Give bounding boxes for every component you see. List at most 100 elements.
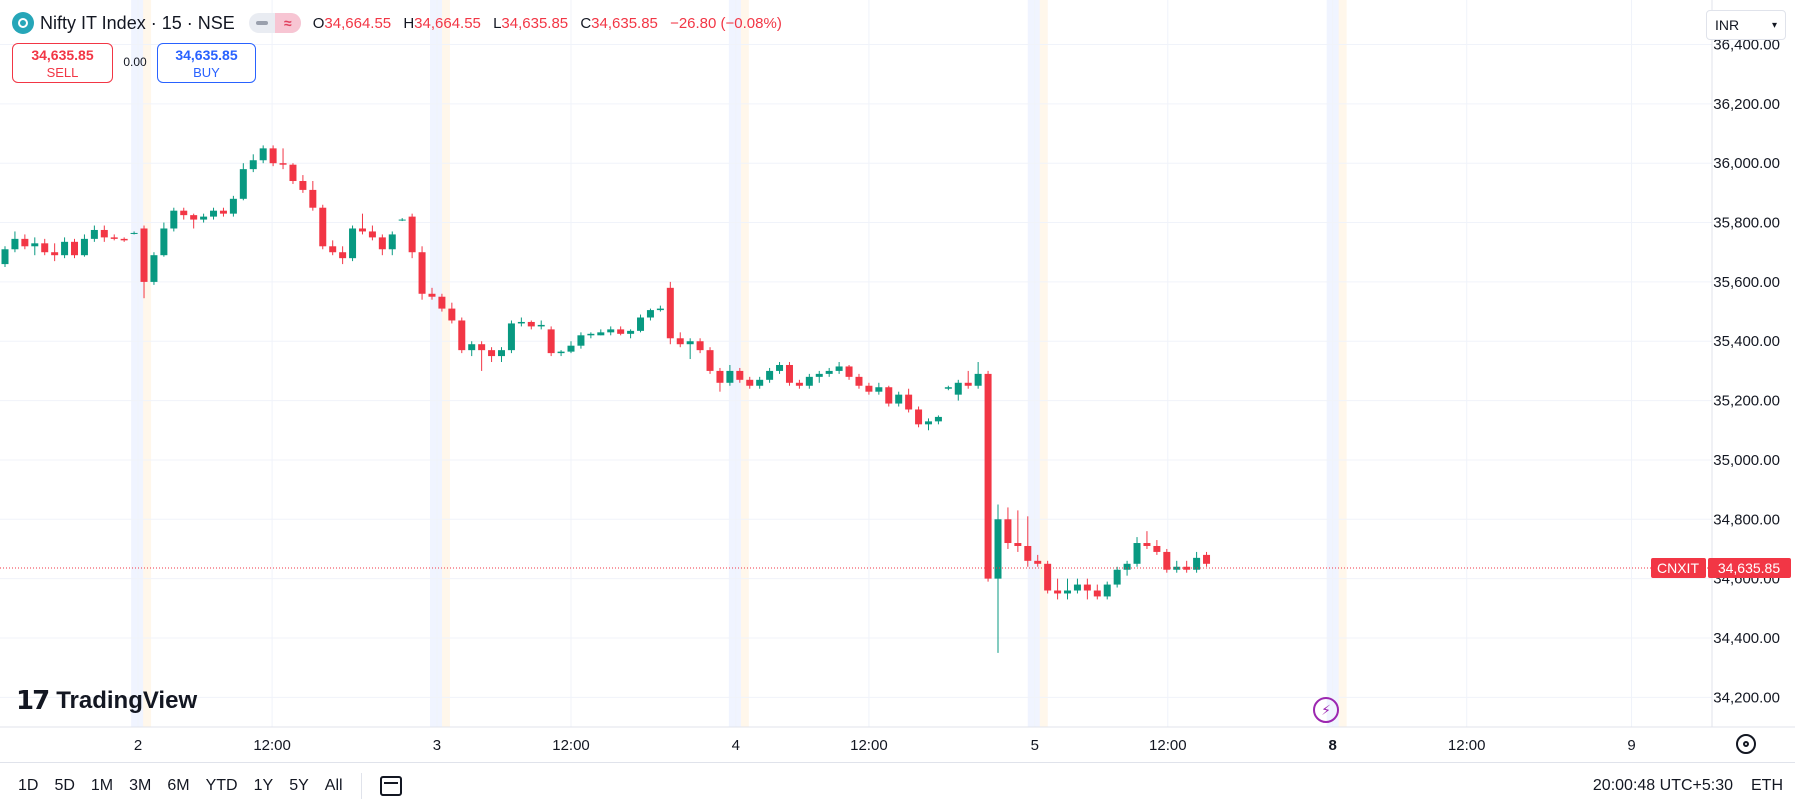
candle-body xyxy=(736,370,744,380)
range-6m[interactable]: 6M xyxy=(167,776,190,794)
session-toggle[interactable]: ETH xyxy=(1751,776,1783,794)
candle-body xyxy=(418,252,426,294)
candle-body xyxy=(845,366,853,377)
session-break-post-1 xyxy=(441,0,450,727)
symbol-label: CNXIT xyxy=(1657,560,1699,576)
candle-body xyxy=(249,160,257,170)
candle-body xyxy=(537,324,545,327)
candle-body xyxy=(299,181,307,190)
candle-body xyxy=(239,169,247,199)
last-price-label: 34,635.85 xyxy=(1718,560,1780,576)
candle-body xyxy=(646,310,654,318)
candle-body xyxy=(1093,590,1101,597)
symbol-logo-icon xyxy=(12,12,34,34)
candle-body xyxy=(349,228,357,259)
currency-select[interactable]: INR ▾ xyxy=(1706,10,1786,40)
session-break-post-0 xyxy=(143,0,152,727)
candle-body xyxy=(656,308,664,311)
x-tick-label: 12:00 xyxy=(1448,737,1486,754)
range-3m[interactable]: 3M xyxy=(129,776,152,794)
candle-body xyxy=(915,409,923,425)
session-break-2 xyxy=(728,0,741,727)
candle-body xyxy=(507,323,515,351)
y-tick-label: 34,800.00 xyxy=(1713,511,1780,528)
lightning-icon[interactable]: ⚡ xyxy=(1313,697,1339,723)
symbol-title[interactable]: Nifty IT Index · 15 · NSE xyxy=(40,12,235,33)
candle-body xyxy=(190,215,198,220)
candle-body xyxy=(776,364,784,371)
x-tick-label: 2 xyxy=(134,737,142,754)
candle-body xyxy=(51,252,59,256)
candle-body xyxy=(547,329,555,354)
candle-body xyxy=(1064,590,1072,594)
calendar-goto-icon[interactable] xyxy=(379,775,402,796)
candle-body xyxy=(805,376,813,386)
wave-icon[interactable]: ≈ xyxy=(274,13,301,33)
range-all[interactable]: All xyxy=(324,776,343,794)
y-tick-label: 34,400.00 xyxy=(1713,630,1780,647)
chart-header: Nifty IT Index · 15 · NSE ≈ O34,664.55 H… xyxy=(12,11,790,35)
candle-body xyxy=(527,321,535,327)
sell-button[interactable]: 34,635.85 SELL xyxy=(12,43,113,83)
candle-body xyxy=(517,321,525,324)
candle-body xyxy=(676,338,684,345)
candle-body xyxy=(885,387,893,404)
bottom-toolbar: 1D 5D 1M 3M 6M YTD 1Y 5Y All 20:00:48 UTC+5:30 E… xyxy=(0,762,1795,808)
range-1m[interactable]: 1M xyxy=(90,776,114,794)
candle-body xyxy=(686,341,694,345)
tradingview-logo[interactable]: 17 TradingView xyxy=(16,686,198,716)
minus-icon[interactable] xyxy=(249,13,275,33)
ohlc-values: O34,664.55 H34,664.55 L34,635.85 C34,635… xyxy=(312,14,782,32)
candle-body xyxy=(170,210,178,229)
clock-timezone[interactable]: 20:00:48 UTC+5:30 xyxy=(1592,776,1733,794)
session-break-post-4 xyxy=(1338,0,1347,727)
candle-body xyxy=(1183,566,1191,570)
candle-body xyxy=(229,198,237,214)
candle-body xyxy=(71,241,79,256)
candle-body xyxy=(825,370,833,374)
candle-body xyxy=(1034,560,1042,564)
candle-body xyxy=(557,351,565,354)
range-5y[interactable]: 5Y xyxy=(289,776,309,794)
symbol-label-bg xyxy=(1651,557,1706,578)
candle-body xyxy=(1024,545,1032,561)
candle-body xyxy=(279,163,287,165)
high-value: 34,664.55 xyxy=(414,14,481,32)
candle-body xyxy=(785,364,793,383)
candle-body xyxy=(90,229,98,239)
divider xyxy=(360,772,362,799)
candle-body xyxy=(259,148,267,161)
candle-body xyxy=(378,237,386,250)
candle-body xyxy=(984,373,992,579)
candle-body xyxy=(498,350,505,357)
candle-body xyxy=(140,228,148,282)
candle-body xyxy=(1203,554,1211,564)
candle-body xyxy=(1163,551,1171,570)
x-tick-label: 12:00 xyxy=(552,737,590,754)
candle-body xyxy=(31,243,39,247)
candle-body xyxy=(855,376,863,386)
candle-body xyxy=(1014,543,1022,546)
range-5d[interactable]: 5D xyxy=(54,776,75,794)
candle-body xyxy=(219,210,227,214)
candle-body xyxy=(100,229,108,238)
candle-body xyxy=(458,320,466,351)
y-tick-label: 35,800.00 xyxy=(1713,215,1780,232)
candle-body xyxy=(61,241,69,256)
candle-body xyxy=(835,366,843,371)
candle-body xyxy=(924,421,932,425)
range-ytd[interactable]: YTD xyxy=(205,776,238,794)
range-1y[interactable]: 1Y xyxy=(253,776,274,794)
spread-value: 0.00 xyxy=(123,55,147,69)
low-value: 34,635.85 xyxy=(501,14,569,32)
indicator-toggle[interactable]: ≈ xyxy=(248,13,301,33)
range-buttons: 1D 5D 1M 3M 6M YTD 1Y 5Y All xyxy=(10,777,351,795)
settings-gear-icon[interactable] xyxy=(1736,734,1756,754)
candle-body xyxy=(358,228,366,232)
candle-body xyxy=(726,370,734,383)
candle-body xyxy=(150,255,158,282)
candle-body xyxy=(1133,543,1141,564)
range-1d[interactable]: 1D xyxy=(18,776,39,794)
buy-button[interactable]: 34,635.85 BUY xyxy=(157,43,256,83)
